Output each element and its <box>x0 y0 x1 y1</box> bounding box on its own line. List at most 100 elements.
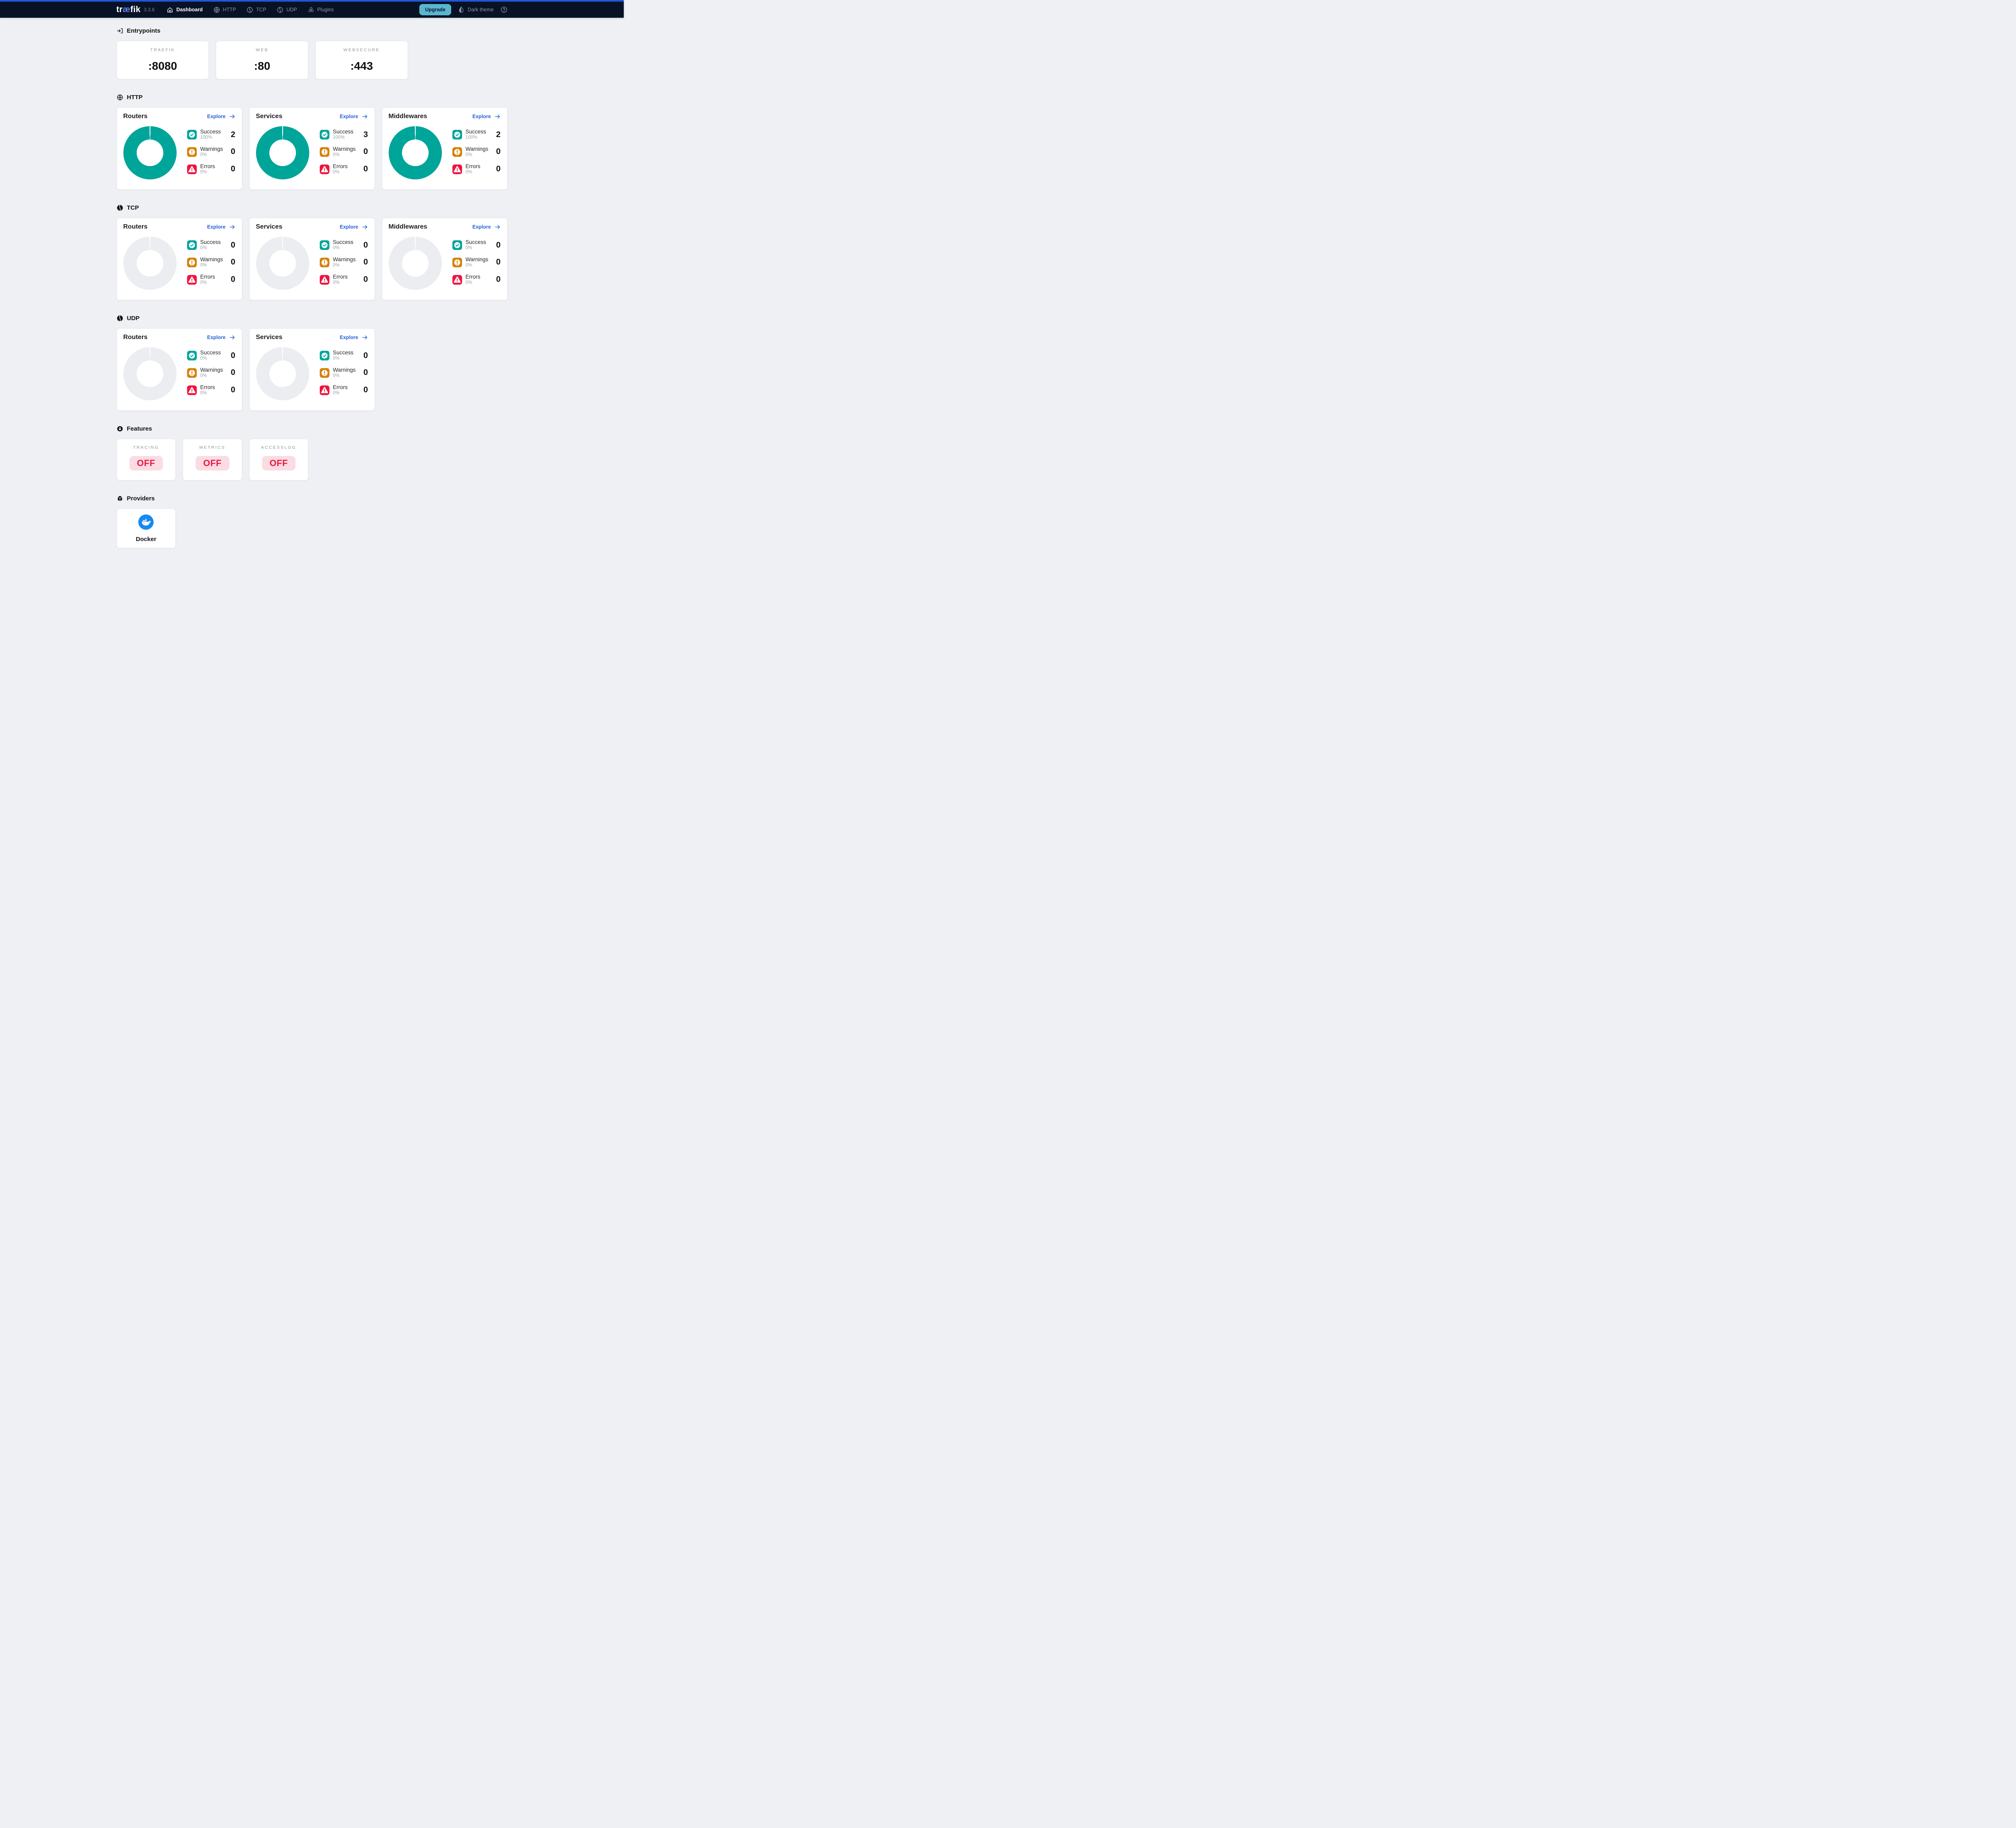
stat-warnings: Warnings 0% 0 <box>452 146 501 158</box>
arrow-right-icon <box>229 334 235 341</box>
entrypoint-card-traefik: TRAEFIK :8080 <box>116 41 209 79</box>
stat-value: 0 <box>363 164 368 174</box>
stat-label: Warnings <box>200 146 223 152</box>
warning-icon <box>320 258 329 267</box>
contrast-drop-icon <box>458 6 465 13</box>
stat-percent: 0% <box>200 263 207 268</box>
nav-item-label: Dashboard <box>176 7 203 12</box>
stat-label: Success <box>200 129 221 135</box>
stat-warnings: Warnings 0% 0 <box>187 367 235 379</box>
help-icon <box>500 6 508 13</box>
donut-chart <box>256 347 309 400</box>
stat-label: Warnings <box>200 256 223 262</box>
entrypoint-card-websecure: WEBSECURE :443 <box>315 41 408 79</box>
stat-errors: Errors 0% 0 <box>187 384 235 396</box>
section-http: HTTP Routers Explore <box>116 94 508 190</box>
nav-item-plugins[interactable]: Plugins <box>308 6 334 13</box>
donut-chart <box>123 347 177 400</box>
explore-label: Explore <box>339 335 358 340</box>
stat-percent: 0% <box>465 263 473 268</box>
arrow-right-icon <box>362 334 368 341</box>
error-icon <box>320 164 329 174</box>
donut-chart <box>388 237 442 290</box>
upgrade-button[interactable]: Upgrade <box>419 4 451 15</box>
error-icon <box>452 275 462 285</box>
ball-icon <box>277 6 283 13</box>
success-icon <box>187 351 197 360</box>
explore-link[interactable]: Explore <box>207 224 235 230</box>
stat-value: 0 <box>231 258 235 267</box>
stat-value: 0 <box>363 368 368 377</box>
warning-icon <box>187 368 197 378</box>
stat-percent: 0% <box>333 246 340 251</box>
stat-percent: 0% <box>200 373 207 379</box>
stat-label: Success <box>333 350 354 356</box>
dark-theme-toggle[interactable]: Dark theme <box>458 6 494 13</box>
stat-success: Success 100% 2 <box>452 129 501 141</box>
explore-link[interactable]: Explore <box>340 224 368 230</box>
stat-label: Errors <box>333 384 348 390</box>
stat-percent: 0% <box>333 373 340 379</box>
donut-chart <box>388 126 442 179</box>
card-title: Services <box>256 223 283 230</box>
stat-label: Errors <box>465 273 481 280</box>
stat-percent: 0% <box>200 246 207 251</box>
explore-label: Explore <box>472 114 491 119</box>
top-navbar: træfik 3.3.6 Dashboard HTTP TCP UDP Pl <box>0 0 624 18</box>
stat-value: 0 <box>231 164 235 174</box>
stat-label: Warnings <box>465 146 489 152</box>
explore-link[interactable]: Explore <box>207 113 235 120</box>
stat-label: Success <box>465 129 486 135</box>
explore-link[interactable]: Explore <box>207 334 235 341</box>
explore-link[interactable]: Explore <box>340 334 368 341</box>
stat-value: 0 <box>496 147 501 156</box>
section-entrypoints: Entrypoints TRAEFIK :8080 WEB :80 WEBSEC… <box>116 27 508 79</box>
entrypoints-icon <box>117 27 123 34</box>
stat-percent: 0% <box>333 170 340 175</box>
explore-label: Explore <box>207 114 226 119</box>
stat-value: 0 <box>231 147 235 156</box>
arrow-right-icon <box>362 224 368 230</box>
card-title: Middlewares <box>388 223 427 230</box>
stat-value: 3 <box>363 130 368 139</box>
stat-label: Warnings <box>333 146 356 152</box>
stat-label: Errors <box>465 163 481 169</box>
stat-warnings: Warnings 0% 0 <box>320 256 368 269</box>
nav-item-dashboard[interactable]: Dashboard <box>167 6 203 13</box>
udp-routers-card: Routers Explore Success 0% <box>116 328 242 411</box>
feature-name: TRACING <box>133 445 159 450</box>
stat-percent: 0% <box>200 356 207 361</box>
stat-value: 0 <box>363 240 368 250</box>
explore-label: Explore <box>339 224 358 230</box>
explore-link[interactable]: Explore <box>340 113 368 120</box>
help-button[interactable] <box>500 6 508 13</box>
stat-label: Success <box>200 239 221 246</box>
explore-link[interactable]: Explore <box>473 224 501 230</box>
traefik-logo[interactable]: træfik <box>117 5 141 15</box>
error-icon <box>187 385 197 395</box>
stat-percent: 0% <box>333 152 340 158</box>
tcp-middlewares-card: Middlewares Explore Success 0% <box>381 218 508 300</box>
nav-item-udp[interactable]: UDP <box>277 6 297 13</box>
error-icon <box>452 164 462 174</box>
donut-chart <box>256 237 309 290</box>
stat-errors: Errors 0% 0 <box>452 274 501 286</box>
stat-value: 0 <box>363 351 368 360</box>
logo-text: træfik <box>116 5 141 14</box>
provider-name: Docker <box>135 536 156 543</box>
section-udp: UDP Routers Explore <box>116 315 508 411</box>
stat-success: Success 100% 3 <box>320 129 368 141</box>
stat-success: Success 0% 0 <box>187 350 235 362</box>
stat-percent: 0% <box>465 152 473 158</box>
donut-chart <box>123 237 177 290</box>
card-title: Services <box>256 113 283 120</box>
stat-label: Success <box>465 239 486 246</box>
nav-item-tcp[interactable]: TCP <box>246 6 266 13</box>
status-badge: OFF <box>196 456 229 471</box>
nav-item-http[interactable]: HTTP <box>213 6 236 13</box>
docker-logo <box>138 514 154 530</box>
explore-link[interactable]: Explore <box>473 113 501 120</box>
nav-item-label: Plugins <box>317 7 334 12</box>
feature-name: ACCESSLOG <box>261 445 297 450</box>
http-middlewares-card: Middlewares Explore Success 100% <box>381 107 508 190</box>
